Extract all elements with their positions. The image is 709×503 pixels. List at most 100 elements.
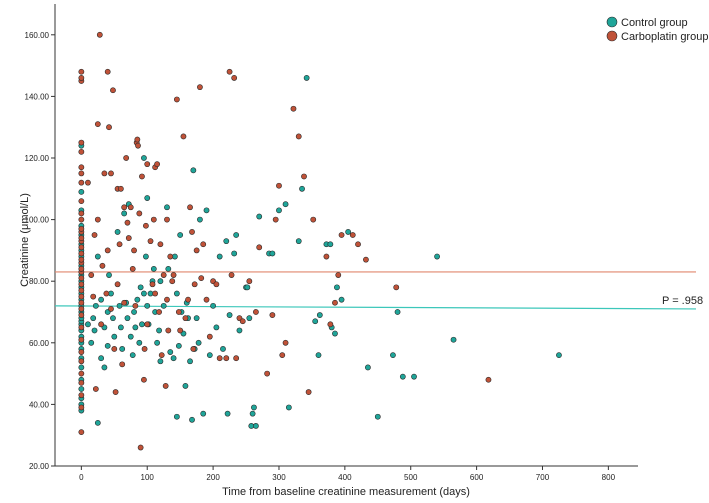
- carboplatin-point: [78, 256, 85, 263]
- carboplatin-point: [137, 444, 144, 451]
- carboplatin-point: [78, 392, 85, 399]
- control-point: [104, 342, 111, 349]
- control-point: [315, 352, 322, 359]
- carboplatin-point: [157, 241, 164, 248]
- control-point: [216, 253, 223, 260]
- control-point: [91, 327, 98, 334]
- control-point: [365, 364, 371, 371]
- carboplatin-point: [78, 265, 85, 272]
- control-point: [119, 346, 126, 352]
- carboplatin-point: [78, 404, 85, 411]
- carboplatin-point: [223, 355, 230, 362]
- control-point: [111, 333, 118, 340]
- carboplatin-point: [189, 229, 195, 235]
- control-point: [282, 201, 289, 208]
- control-point: [411, 373, 417, 380]
- control-point: [276, 207, 282, 214]
- control-point: [223, 238, 230, 245]
- control-point: [244, 284, 251, 291]
- carboplatin-point: [355, 241, 361, 248]
- carboplatin-point: [177, 327, 184, 334]
- control-point: [88, 339, 95, 346]
- carboplatin-point: [144, 321, 151, 328]
- carboplatin-point: [78, 370, 85, 377]
- control-point: [226, 312, 233, 318]
- carboplatin-point: [206, 333, 213, 340]
- carboplatin-point: [269, 312, 276, 318]
- control-point: [110, 315, 116, 322]
- y-tick-label: 80.00: [29, 277, 50, 286]
- carboplatin-point: [190, 346, 197, 352]
- carboplatin-point: [200, 241, 207, 248]
- control-point: [127, 333, 134, 340]
- control-point: [374, 413, 381, 420]
- x-tick-label: 100: [141, 473, 155, 482]
- control-point: [131, 309, 137, 315]
- control-point: [295, 238, 302, 245]
- control-point: [144, 302, 151, 309]
- control-point: [94, 419, 101, 426]
- control-point: [85, 321, 91, 328]
- control-point: [144, 195, 151, 201]
- carboplatin-point: [182, 315, 189, 322]
- control-point: [200, 410, 207, 417]
- carboplatin-point: [156, 309, 162, 315]
- control-point: [303, 75, 310, 81]
- carboplatin-point: [91, 232, 98, 238]
- control-point: [177, 232, 184, 238]
- x-axis-title: Time from baseline creatinine measuremen…: [222, 486, 470, 498]
- carboplatin-point: [78, 306, 85, 312]
- control-point: [98, 296, 105, 303]
- carboplatin-point: [213, 281, 220, 288]
- control-point: [187, 358, 193, 365]
- carboplatin-point: [104, 68, 111, 75]
- y-tick-label: 60.00: [29, 339, 50, 348]
- control-point: [78, 364, 85, 371]
- control-point: [121, 210, 128, 217]
- carboplatin-point: [139, 173, 145, 180]
- control-point: [390, 352, 396, 359]
- control-point: [197, 216, 203, 223]
- control-point: [556, 352, 562, 359]
- carboplatin-point: [98, 321, 105, 328]
- y-axis-title: Creatinine (μmol/L): [19, 193, 31, 287]
- carboplatin-point: [85, 179, 91, 186]
- carboplatin-point: [175, 309, 182, 315]
- carboplatin-point: [141, 346, 148, 352]
- control-point: [141, 155, 147, 161]
- control-point: [190, 167, 197, 174]
- control-mean-line: [54, 305, 697, 310]
- x-tick-label: 0: [79, 473, 84, 482]
- control-point: [94, 253, 101, 260]
- carboplatin-point: [78, 293, 85, 300]
- carboplatin-point: [162, 383, 169, 389]
- control-point: [253, 423, 259, 429]
- carboplatin-point: [290, 105, 297, 112]
- control-point: [98, 355, 105, 362]
- carboplatin-point: [135, 142, 141, 149]
- carboplatin-point: [108, 170, 114, 177]
- carboplatin-point: [256, 244, 263, 251]
- x-tick-label: 600: [470, 473, 484, 482]
- carboplatin-point: [228, 272, 235, 278]
- carboplatin-point: [101, 170, 108, 177]
- carboplatin-point: [332, 299, 338, 306]
- control-point: [106, 272, 112, 278]
- carboplatin-point: [134, 136, 141, 143]
- carboplatin-point: [129, 265, 136, 272]
- carboplatin-point: [393, 284, 400, 291]
- y-tick-label: 20.00: [29, 462, 50, 471]
- control-point: [90, 315, 97, 322]
- carboplatin-point: [78, 299, 85, 306]
- control-point: [182, 383, 189, 389]
- x-tick-label: 200: [206, 473, 220, 482]
- control-point: [165, 265, 172, 272]
- carboplatin-point: [78, 216, 85, 223]
- carboplatin-point: [78, 235, 85, 241]
- control-point: [92, 302, 99, 309]
- control-point: [233, 232, 240, 238]
- control-point: [434, 253, 440, 260]
- y-tick-label: 100.00: [25, 216, 50, 225]
- carboplatin-point: [121, 299, 128, 306]
